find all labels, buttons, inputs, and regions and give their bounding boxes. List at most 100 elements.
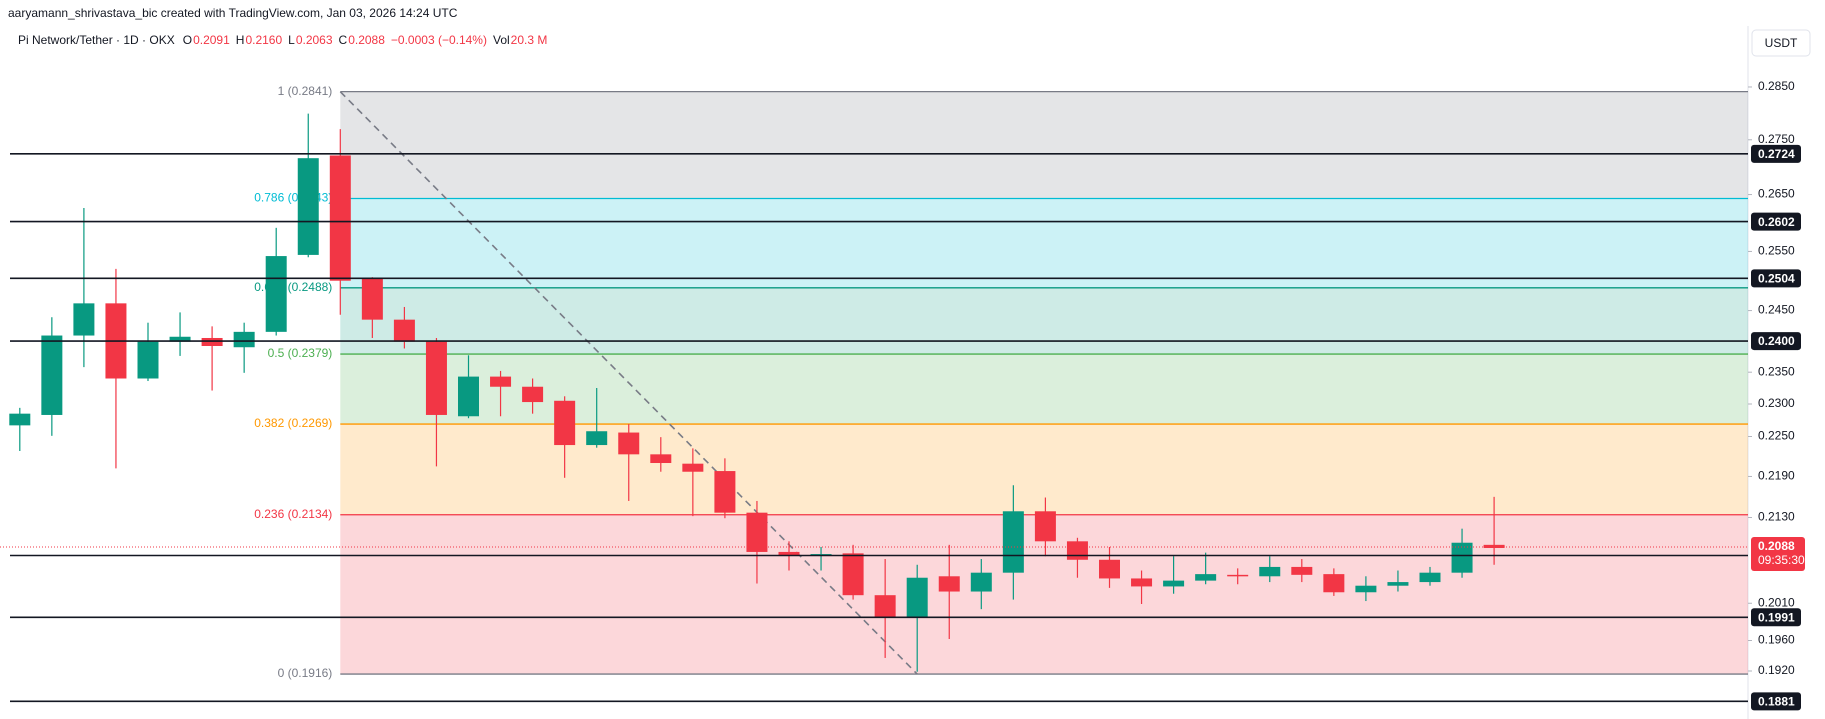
- candle-body: [137, 341, 159, 379]
- fib-label: 0.786 (0.2643): [254, 191, 332, 205]
- candle-body: [233, 331, 255, 348]
- candle-body: [490, 376, 512, 387]
- fib-band: [340, 198, 1748, 288]
- candle-body: [1291, 566, 1313, 575]
- y-tick-label: 0.1960: [1758, 633, 1795, 647]
- candle-body: [1131, 578, 1153, 587]
- candle-body: [682, 463, 704, 472]
- candle-body: [746, 512, 768, 552]
- currency-box[interactable]: [1751, 29, 1811, 57]
- legend-key: H: [236, 33, 245, 47]
- candle-body: [201, 337, 223, 347]
- candle-body: [554, 400, 576, 446]
- candle-body: [778, 551, 800, 556]
- y-tick-label: 0.1920: [1758, 663, 1795, 677]
- legend-key: O: [183, 33, 192, 47]
- fib-band: [340, 354, 1748, 425]
- candle-body: [9, 413, 31, 426]
- y-tick-label: 0.2650: [1758, 187, 1795, 201]
- candle-body: [1387, 582, 1409, 586]
- attribution: aaryamann_shrivastava_bic created with T…: [8, 6, 458, 20]
- fib-label: 0.382 (0.2269): [254, 416, 332, 430]
- candle-body: [938, 576, 960, 592]
- y-tick-label: 0.2350: [1758, 364, 1795, 378]
- fib-band: [340, 91, 1748, 199]
- legend-key: L: [288, 33, 295, 47]
- legend-value: 0.2088: [348, 33, 385, 47]
- candle-body: [618, 432, 640, 455]
- candle-body: [1066, 541, 1088, 560]
- y-tick-label: 0.2130: [1758, 510, 1795, 524]
- fib-label: 0.236 (0.2134): [254, 507, 332, 521]
- fib-band: [340, 287, 1748, 355]
- candle-body: [169, 336, 191, 342]
- candle-body: [970, 572, 992, 592]
- candle-body: [458, 376, 479, 417]
- price-label-box: [1751, 144, 1801, 163]
- candle-body: [1227, 574, 1249, 577]
- fib-label: 0.5 (0.2379): [268, 346, 333, 360]
- candle-body: [522, 386, 544, 403]
- legend-value: 0.2160: [245, 33, 282, 47]
- y-tick-label: 0.2190: [1758, 469, 1795, 483]
- candle-body: [1323, 574, 1345, 593]
- price-label: 0.2400: [1758, 334, 1795, 348]
- fib-band: [340, 424, 1748, 515]
- candle-body: [650, 454, 672, 464]
- candle-body: [1451, 542, 1473, 573]
- candle-body: [1034, 511, 1056, 542]
- price-label: 0.1881: [1758, 695, 1795, 709]
- candle-body: [1195, 574, 1217, 581]
- price-label-box: [1751, 269, 1801, 288]
- candle-body: [1259, 566, 1281, 577]
- last-price-label: 0.2088: [1758, 539, 1795, 553]
- currency[interactable]: USDT: [1765, 36, 1798, 50]
- candle-body: [1483, 544, 1505, 547]
- y-tick-label: 0.2010: [1758, 595, 1795, 609]
- candle-body: [425, 341, 447, 415]
- candle-body: [1419, 572, 1441, 583]
- legend-value: 20.3 M: [511, 33, 548, 47]
- candle-body: [1163, 580, 1185, 587]
- candle-body: [586, 431, 608, 446]
- y-tick-label: 0.2450: [1758, 303, 1795, 317]
- candle-body: [1355, 585, 1377, 593]
- y-tick-label: 0.2300: [1758, 396, 1795, 410]
- fib-label: 1 (0.2841): [278, 84, 333, 98]
- legend-key: Vol: [493, 33, 510, 47]
- y-tick-label: 0.2550: [1758, 244, 1795, 258]
- price-label: 0.2504: [1758, 272, 1795, 286]
- legend-value: 0.2091: [193, 33, 230, 47]
- y-tick-label: 0.2850: [1758, 79, 1795, 93]
- y-tick-label: 0.2750: [1758, 132, 1795, 146]
- candle-body: [41, 335, 63, 415]
- candle-body: [842, 553, 864, 596]
- candle-body: [1002, 511, 1024, 573]
- candle-body: [906, 577, 928, 618]
- legend-value: 0.2063: [296, 33, 333, 47]
- candle-body: [73, 303, 95, 336]
- y-tick-label: 0.2250: [1758, 429, 1795, 443]
- price-label-box: [1751, 692, 1801, 711]
- price-label: 0.2724: [1758, 147, 1795, 161]
- symbol: Pi Network/Tether · 1D · OKX: [18, 33, 175, 47]
- legend-key: C: [339, 33, 348, 47]
- price-label-box: [1751, 332, 1801, 351]
- price-label: 0.2602: [1758, 215, 1795, 229]
- candle-body: [265, 256, 287, 332]
- last-price-box: [1751, 536, 1805, 571]
- price-label-box: [1751, 212, 1801, 231]
- candle-body: [874, 595, 896, 618]
- candle-body: [1099, 559, 1120, 579]
- candle-body: [393, 319, 415, 342]
- fib-trend: [339, 91, 918, 675]
- countdown: 09:35:30: [1758, 553, 1805, 567]
- candle-body: [361, 278, 383, 320]
- candle-body: [297, 158, 319, 255]
- price-label: 0.1991: [1758, 610, 1795, 624]
- fib-label: 0 (0.1916): [278, 666, 333, 680]
- candle-body: [714, 471, 736, 513]
- legend-value: −0.0003 (−0.14%): [391, 33, 487, 47]
